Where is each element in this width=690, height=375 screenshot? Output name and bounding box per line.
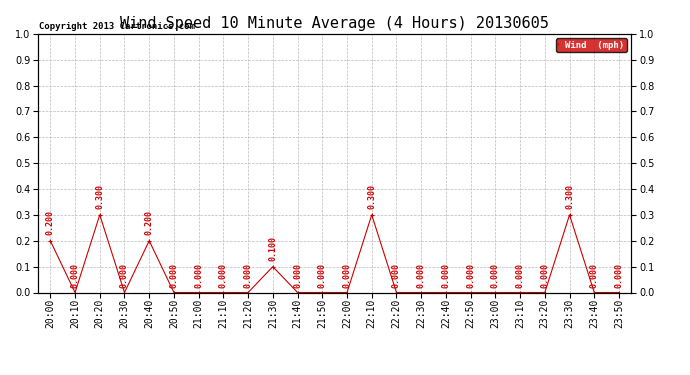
Text: 0.300: 0.300 [367, 184, 376, 209]
Text: 0.000: 0.000 [70, 263, 79, 288]
Text: 0.000: 0.000 [515, 263, 524, 288]
Text: 0.000: 0.000 [244, 263, 253, 288]
Text: 0.000: 0.000 [194, 263, 203, 288]
Text: 0.000: 0.000 [615, 263, 624, 288]
Text: 0.000: 0.000 [219, 263, 228, 288]
Text: 0.300: 0.300 [95, 184, 104, 209]
Text: 0.000: 0.000 [318, 263, 327, 288]
Legend: Wind  (mph): Wind (mph) [556, 38, 627, 52]
Text: 0.000: 0.000 [170, 263, 179, 288]
Text: 0.000: 0.000 [540, 263, 549, 288]
Text: 0.000: 0.000 [120, 263, 129, 288]
Text: 0.100: 0.100 [268, 236, 277, 261]
Text: 0.000: 0.000 [491, 263, 500, 288]
Text: 0.000: 0.000 [417, 263, 426, 288]
Text: 0.000: 0.000 [293, 263, 302, 288]
Text: 0.000: 0.000 [442, 263, 451, 288]
Text: 0.000: 0.000 [342, 263, 351, 288]
Text: 0.300: 0.300 [565, 184, 574, 209]
Text: 0.000: 0.000 [392, 263, 401, 288]
Text: 0.200: 0.200 [46, 210, 55, 235]
Text: Copyright 2013 Cartronics.com: Copyright 2013 Cartronics.com [39, 22, 195, 31]
Text: 0.000: 0.000 [466, 263, 475, 288]
Title: Wind Speed 10 Minute Average (4 Hours) 20130605: Wind Speed 10 Minute Average (4 Hours) 2… [120, 16, 549, 31]
Text: 0.200: 0.200 [145, 210, 154, 235]
Text: 0.000: 0.000 [590, 263, 599, 288]
